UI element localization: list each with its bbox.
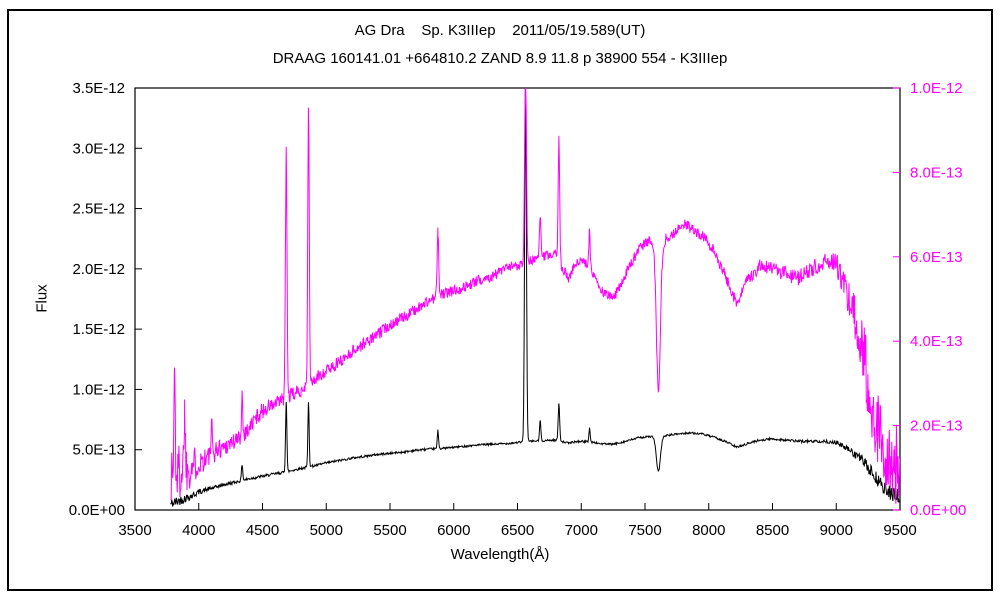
right-axis-tick-label: 6.0E-13: [910, 249, 963, 266]
figure-border: [7, 9, 993, 591]
left-axis-tick-label: 3.0E-12: [72, 140, 125, 157]
x-tick-label: 3500: [118, 522, 151, 539]
right-axis-tick-label: 0.0E+00: [910, 502, 966, 519]
right-axis-tick-label: 1.0E-12: [910, 80, 963, 97]
right-axis-tick-label: 2.0E-13: [910, 418, 963, 435]
x-tick-label: 7500: [628, 522, 661, 539]
left-axis-tick-label: 2.0E-12: [72, 261, 125, 278]
x-tick-label: 4500: [246, 522, 279, 539]
right-axis-tick-label: 4.0E-13: [910, 333, 963, 350]
left-axis-tick-label: 1.0E-12: [72, 381, 125, 398]
x-tick-label: 6500: [501, 522, 534, 539]
x-axis-label: Wavelength(Å): [450, 546, 550, 563]
x-tick-label: 9500: [883, 522, 916, 539]
chart-subtitle: DRAAG 160141.01 +664810.2 ZAND 8.9 11.8 …: [272, 50, 728, 67]
chart-title: AG Dra Sp. K3IIIep 2011/05/19.589(UT): [354, 22, 646, 39]
left-axis-tick-label: 3.5E-12: [72, 80, 125, 97]
left-axis-tick-label: 0.0E+00: [69, 502, 125, 519]
x-tick-label: 5500: [373, 522, 406, 539]
x-tick-label: 8000: [692, 522, 725, 539]
spectrum-trace-magenta-right-axis: [170, 88, 900, 504]
x-tick-label: 5000: [310, 522, 343, 539]
x-tick-label: 6000: [437, 522, 470, 539]
spectrum-trace-black-left-axis: [170, 94, 900, 507]
left-axis-tick-label: 5.0E-13: [72, 442, 125, 459]
left-axis-tick-label: 2.5E-12: [72, 201, 125, 218]
right-axis-tick-label: 8.0E-13: [910, 164, 963, 181]
left-axis-tick-label: 1.5E-12: [72, 321, 125, 338]
x-tick-label: 9000: [820, 522, 853, 539]
plot-frame: [134, 87, 901, 511]
x-tick-label: 4000: [182, 522, 215, 539]
x-tick-label: 8500: [756, 522, 789, 539]
x-tick-label: 7000: [565, 522, 598, 539]
